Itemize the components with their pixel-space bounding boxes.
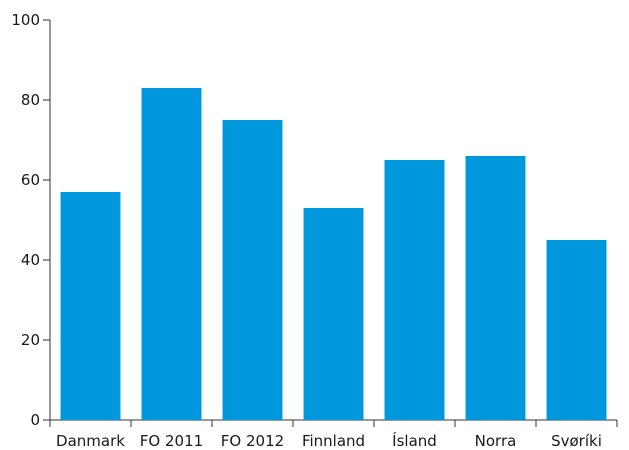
bar (465, 156, 526, 420)
x-tick-label: Norra (475, 432, 517, 450)
bar (384, 160, 445, 420)
x-tick-label: Finnland (302, 432, 365, 450)
x-tick-label: Svøríki (551, 432, 602, 450)
y-tick-label: 20 (21, 331, 40, 349)
bar (60, 192, 121, 420)
y-tick-label: 80 (21, 91, 40, 109)
bars (60, 88, 607, 420)
x-tick-label: FO 2012 (221, 432, 284, 450)
bar (546, 240, 607, 420)
bar (303, 208, 364, 420)
y-tick-label: 40 (21, 251, 40, 269)
y-tick-label: 60 (21, 171, 40, 189)
y-axis: 0 20 40 60 80 100 (11, 11, 51, 429)
y-tick-label: 100 (11, 11, 40, 29)
y-tick-label: 0 (30, 411, 40, 429)
x-tick-label: Danmark (56, 432, 125, 450)
x-axis: Danmark FO 2011 FO 2012 Finnland Ísland Norra… (49, 419, 618, 450)
x-tick-label: Ísland (392, 431, 437, 450)
bar (222, 120, 283, 420)
bar (141, 88, 202, 420)
x-tick-label: FO 2011 (140, 432, 203, 450)
